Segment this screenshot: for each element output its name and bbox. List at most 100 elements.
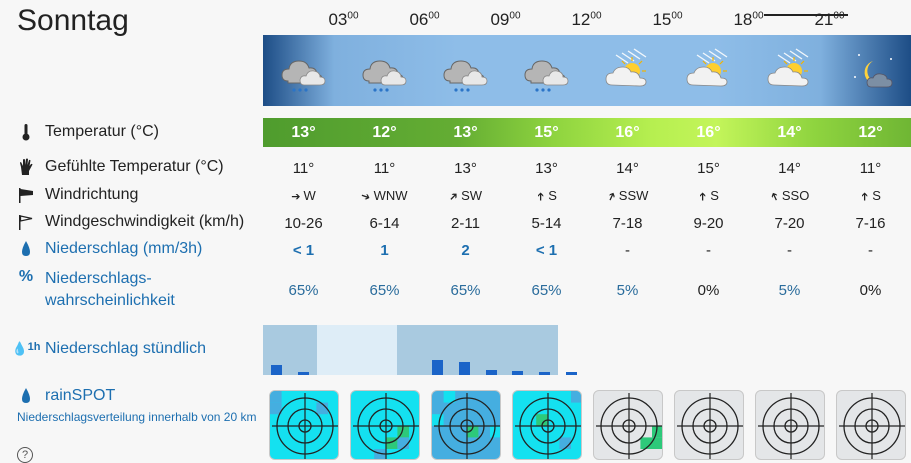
precipitation-label[interactable]: Niederschlag (mm/3h) bbox=[17, 240, 202, 258]
hourly-rain-icon: 💧 1h bbox=[11, 341, 41, 356]
precipitation-value: - bbox=[868, 242, 873, 259]
wind-direction-text: SSO bbox=[781, 188, 810, 203]
moon-cloud-icon bbox=[830, 35, 911, 106]
precip-hourly-bar bbox=[458, 361, 470, 375]
chart-bg-rain bbox=[397, 325, 558, 375]
precipitation-value: 1 bbox=[380, 242, 389, 259]
precipitation-value: - bbox=[625, 242, 630, 259]
precip-probability-value: 5% bbox=[616, 282, 639, 299]
wind-arrow-icon: ➔ bbox=[446, 189, 462, 205]
feels-like-value: 11° bbox=[292, 160, 315, 177]
wind-speed-value: 5-14 bbox=[531, 215, 562, 232]
rainspot-tile[interactable] bbox=[431, 390, 501, 460]
raindrop-icon bbox=[17, 387, 35, 405]
precip-hourly-bar bbox=[271, 365, 282, 375]
precip-probability-row: 65% 65% 65% 65% 5% 0% 5% 0% bbox=[263, 282, 911, 299]
wind-arrow-icon: ➔ bbox=[767, 189, 783, 204]
wind-arrow-icon: ➔ bbox=[291, 191, 301, 203]
rainspot-label[interactable]: rainSPOT bbox=[17, 387, 115, 405]
raindrop-icon bbox=[17, 240, 35, 258]
temperature-strip: 13° 12° 13° 15° 16° 16° 14° 12° bbox=[263, 118, 911, 147]
cloud-rain-icon bbox=[506, 35, 587, 106]
precip-hourly-chart bbox=[263, 325, 577, 375]
temperature-value: 14° bbox=[777, 124, 802, 141]
hand-icon bbox=[17, 158, 35, 176]
flag-icon bbox=[17, 213, 35, 231]
feels-like-row: 11° 11° 13° 13° 14° 15° 14° 11° bbox=[263, 160, 911, 177]
chart-bg-day bbox=[317, 325, 397, 375]
wind-direction-value: ➔WNW bbox=[344, 188, 425, 204]
windsock-icon bbox=[17, 186, 35, 204]
rainspot-description: Niederschlagsverteilung innerhalb von 20… bbox=[17, 410, 257, 424]
wind-direction-text: W bbox=[303, 188, 316, 203]
precip-hourly-bar bbox=[539, 372, 551, 375]
precip-probability-value: 65% bbox=[369, 282, 400, 299]
wind-speed-row: 10-26 6-14 2-11 5-14 7-18 9-20 7-20 7-16 bbox=[263, 215, 911, 232]
precip-hourly-label[interactable]: 💧 1h Niederschlag stündlich bbox=[11, 340, 206, 357]
sun-cloud-haze-icon bbox=[587, 35, 668, 106]
help-icon[interactable]: ? bbox=[17, 447, 33, 463]
wind-arrow-icon: ➔ bbox=[535, 191, 548, 202]
night-cloud-rain-icon bbox=[263, 35, 344, 106]
temperature-value: 13° bbox=[291, 124, 316, 141]
hour-header: 0300 0600 0900 1200 1500 1800 2100 bbox=[263, 10, 911, 34]
wind-speed-value: 7-18 bbox=[612, 215, 643, 232]
feels-like-value: 13° bbox=[535, 160, 558, 177]
wind-direction-text: SW bbox=[461, 188, 483, 203]
wind-direction-text: S bbox=[872, 188, 881, 203]
day-title: Sonntag bbox=[17, 4, 129, 37]
wind-direction-value: ➔S bbox=[830, 188, 911, 203]
current-time-indicator bbox=[764, 14, 848, 16]
temperature-value: 13° bbox=[453, 124, 478, 141]
wind-direction-value: ➔SW bbox=[425, 188, 506, 205]
cloud-rain-icon bbox=[425, 35, 506, 106]
temperature-label: Temperatur (°C) bbox=[17, 123, 159, 141]
temperature-value: 16° bbox=[615, 124, 640, 141]
feels-like-value: 13° bbox=[454, 160, 477, 177]
wind-direction-label: Windrichtung bbox=[17, 186, 138, 204]
precip-probability-value: 0% bbox=[859, 282, 882, 299]
precip-hourly-bar bbox=[431, 360, 443, 375]
rainspot-tile[interactable] bbox=[593, 390, 663, 460]
hour-label: 2100 bbox=[814, 10, 845, 29]
rainspot-tile[interactable] bbox=[674, 390, 744, 460]
wind-speed-value: 10-26 bbox=[284, 215, 323, 232]
temperature-value: 12° bbox=[858, 124, 883, 141]
precip-probability-label[interactable]: % Niederschlags- wahrscheinlichkeit bbox=[18, 268, 175, 309]
sun-cloud-haze-icon bbox=[749, 35, 830, 106]
wind-speed-value: 2-11 bbox=[451, 215, 480, 232]
temperature-value: 16° bbox=[696, 124, 721, 141]
precipitation-value: - bbox=[787, 242, 792, 259]
weather-icon-strip bbox=[263, 35, 911, 106]
precipitation-value: < 1 bbox=[292, 242, 315, 259]
precipitation-value: < 1 bbox=[535, 242, 558, 259]
feels-like-value: 14° bbox=[778, 160, 801, 177]
temperature-value: 12° bbox=[372, 124, 397, 141]
precip-probability-value: 65% bbox=[450, 282, 481, 299]
rainspot-tile[interactable] bbox=[269, 390, 339, 460]
rainspot-tile[interactable] bbox=[350, 390, 420, 460]
cloud-rain-icon bbox=[344, 35, 425, 106]
percent-drop-icon: % bbox=[18, 268, 34, 285]
sun-cloud-haze-icon bbox=[668, 35, 749, 106]
wind-direction-text: SSW bbox=[618, 188, 649, 203]
wind-speed-value: 7-20 bbox=[774, 215, 805, 232]
hour-label: 0300 bbox=[328, 10, 359, 29]
wind-speed-label: Windgeschwindigkeit (km/h) bbox=[17, 213, 244, 231]
wind-direction-row: ➔ W ➔WNW ➔SW ➔S ➔SSW ➔S ➔SSO ➔S bbox=[263, 188, 911, 205]
hour-label: 1500 bbox=[652, 10, 683, 29]
precip-probability-value: 65% bbox=[288, 282, 319, 299]
precip-probability-value: 5% bbox=[778, 282, 801, 299]
rainspot-tile[interactable] bbox=[512, 390, 582, 460]
precipitation-value: - bbox=[706, 242, 711, 259]
feels-like-value: 14° bbox=[616, 160, 639, 177]
thermometer-icon bbox=[17, 123, 35, 141]
rainspot-tile[interactable] bbox=[836, 390, 906, 460]
hour-label: 1800 bbox=[733, 10, 764, 29]
feels-like-value: 11° bbox=[859, 160, 882, 177]
rainspot-tile[interactable] bbox=[755, 390, 825, 460]
wind-direction-text: S bbox=[548, 188, 557, 203]
precip-hourly-bar bbox=[297, 372, 309, 375]
wind-speed-value: 7-16 bbox=[855, 215, 886, 232]
precipitation-value: 2 bbox=[461, 242, 470, 259]
